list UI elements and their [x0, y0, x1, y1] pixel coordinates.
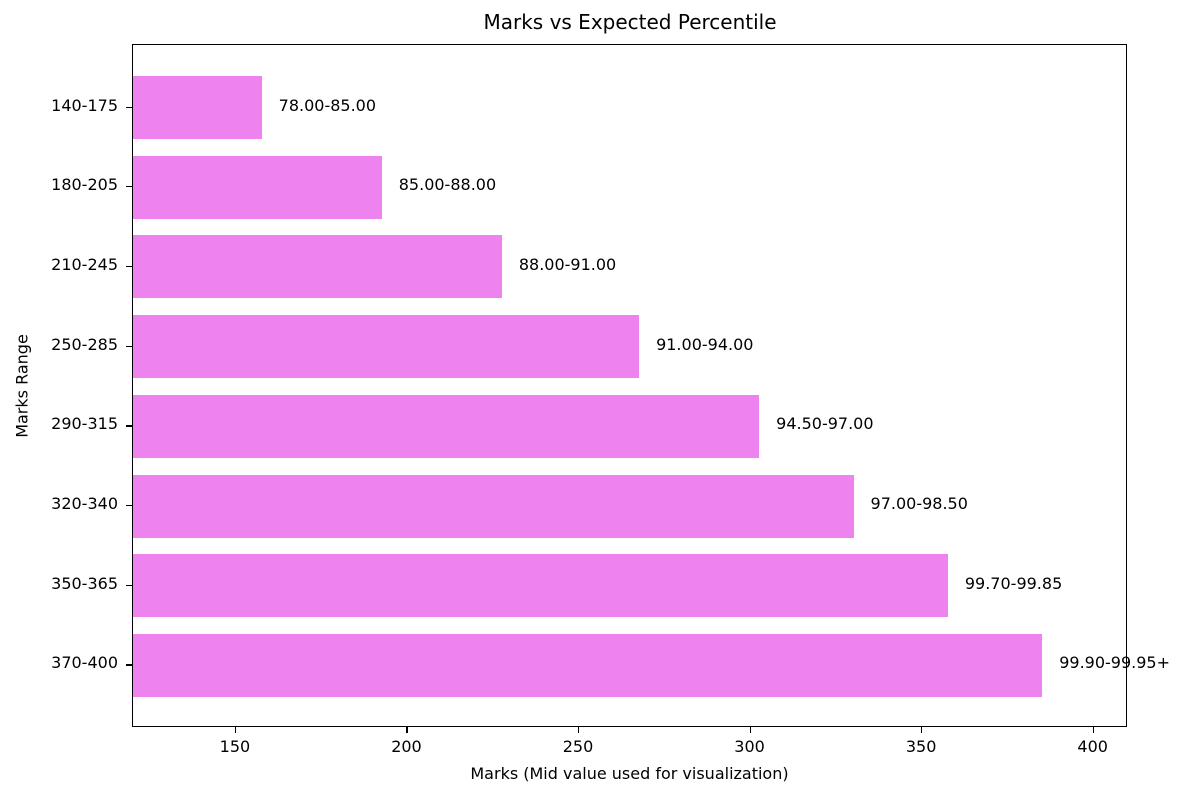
x-tick-label: 250: [562, 737, 594, 756]
bar-value-label: 99.70-99.85: [964, 573, 1063, 593]
x-tick-label: 300: [734, 737, 765, 756]
bar-value-label: 85.00-88.00: [398, 175, 497, 195]
y-tick-mark: [126, 186, 132, 188]
y-tick-mark: [126, 265, 132, 268]
x-tick-mark: [234, 727, 237, 733]
chart-title: Marks vs Expected Percentile: [483, 10, 777, 34]
y-tick-mark: [126, 106, 132, 108]
y-tick-mark: [126, 345, 132, 347]
y-tick-label: 290-315: [51, 414, 118, 434]
y-tick-label: 180-205: [51, 175, 118, 195]
bar-value-label: 99.90-99.95+: [1059, 653, 1171, 673]
bar: [133, 76, 262, 139]
x-tick-label: 350: [905, 737, 937, 756]
x-tick-mark: [921, 727, 923, 733]
y-tick-label: 370-400: [51, 653, 118, 673]
x-tick-mark: [1092, 727, 1094, 733]
bar-value-label: 91.00-94.00: [656, 334, 754, 354]
x-tick-label: 200: [391, 737, 422, 756]
y-tick-label: 250-285: [51, 334, 118, 354]
bar: [133, 235, 502, 299]
y-tick-mark: [126, 584, 132, 586]
bar: [133, 155, 382, 219]
bar-value-label: 88.00-91.00: [518, 254, 617, 274]
x-tick-mark: [578, 727, 580, 733]
y-tick-mark: [126, 425, 132, 427]
bar: [133, 633, 1043, 697]
y-tick-label: 140-175: [51, 95, 118, 115]
bar-value-label: 78.00-85.00: [278, 95, 377, 115]
bar-value-label: 94.50-97.00: [776, 414, 874, 434]
x-tick-label: 150: [219, 737, 251, 756]
y-tick-label: 210-245: [51, 254, 118, 274]
y-tick-label: 350-365: [51, 573, 118, 593]
plot-area: [132, 44, 1127, 727]
x-tick-mark: [749, 727, 751, 733]
x-axis-label: Marks (Mid value used for visualization): [470, 764, 789, 783]
bar: [133, 554, 948, 618]
x-tick-mark: [406, 727, 408, 733]
x-tick-label: 400: [1077, 737, 1108, 756]
bar: [133, 315, 640, 379]
bar-value-label: 97.00-98.50: [870, 494, 968, 513]
y-tick-label: 320-340: [51, 494, 118, 513]
y-tick-mark: [126, 505, 132, 507]
y-tick-mark: [126, 664, 132, 666]
bar: [133, 394, 760, 458]
bar: [133, 474, 854, 538]
